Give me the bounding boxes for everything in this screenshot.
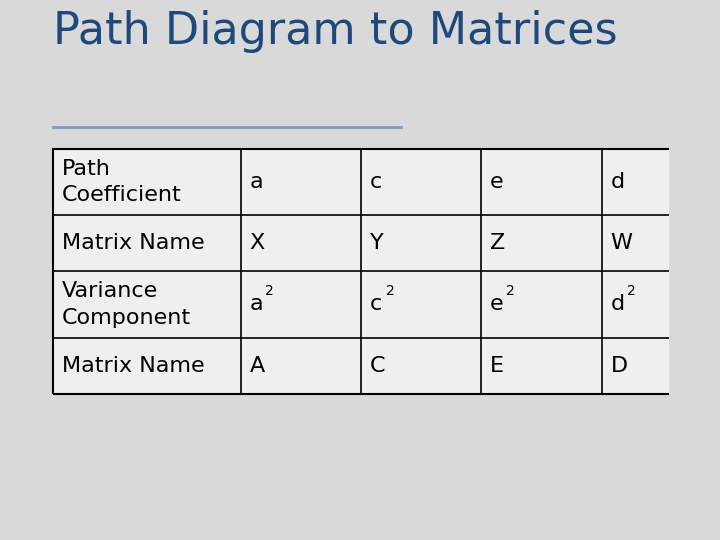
Text: 2: 2 <box>506 284 515 298</box>
Bar <box>240 271 361 338</box>
Bar <box>602 148 720 215</box>
Text: Y: Y <box>370 233 384 253</box>
Bar <box>602 215 720 271</box>
Text: d: d <box>611 172 625 192</box>
Bar <box>53 338 240 394</box>
Bar <box>482 215 602 271</box>
Bar <box>240 338 361 394</box>
Text: e: e <box>490 172 504 192</box>
Bar <box>602 271 720 338</box>
Text: c: c <box>370 172 382 192</box>
Bar <box>361 338 482 394</box>
Text: W: W <box>611 233 633 253</box>
Bar <box>482 271 602 338</box>
Text: a: a <box>249 294 263 314</box>
Text: a: a <box>249 172 263 192</box>
Bar <box>240 215 361 271</box>
Text: C: C <box>370 356 385 376</box>
Bar <box>361 215 482 271</box>
Text: Path Diagram to Matrices: Path Diagram to Matrices <box>53 10 618 53</box>
Text: Z: Z <box>490 233 505 253</box>
Text: X: X <box>249 233 265 253</box>
Text: e: e <box>490 294 504 314</box>
Text: D: D <box>611 356 628 376</box>
Text: 2: 2 <box>386 284 395 298</box>
Text: E: E <box>490 356 504 376</box>
Bar <box>482 338 602 394</box>
Bar <box>482 148 602 215</box>
Bar <box>53 148 240 215</box>
Text: 2: 2 <box>626 284 635 298</box>
Text: Path
Coefficient: Path Coefficient <box>62 159 182 205</box>
Text: A: A <box>249 356 265 376</box>
Bar <box>53 148 720 394</box>
Text: Matrix Name: Matrix Name <box>62 233 204 253</box>
Bar <box>602 338 720 394</box>
Bar <box>53 271 240 338</box>
Bar <box>361 271 482 338</box>
Text: d: d <box>611 294 625 314</box>
Bar <box>53 215 240 271</box>
Text: c: c <box>370 294 382 314</box>
Bar <box>240 148 361 215</box>
Bar <box>361 148 482 215</box>
Text: Matrix Name: Matrix Name <box>62 356 204 376</box>
Text: 2: 2 <box>266 284 274 298</box>
Text: Variance
Component: Variance Component <box>62 281 192 328</box>
